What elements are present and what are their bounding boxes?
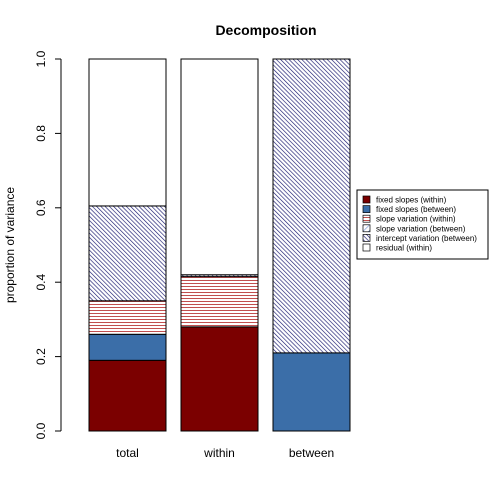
legend-swatch <box>362 214 371 223</box>
y-tick-label: 0.8 <box>34 125 48 142</box>
legend-entry: residual (within) <box>376 244 432 253</box>
category-label: total <box>116 446 139 460</box>
legend-entry: slope variation (within) <box>376 215 456 224</box>
legend-swatch <box>362 205 371 213</box>
legend-swatch <box>362 234 371 242</box>
bar-segment <box>88 359 167 432</box>
legend-box <box>356 189 489 260</box>
legend-swatch <box>362 195 371 204</box>
y-tick-label: 0.0 <box>34 422 48 439</box>
legend: fixed slopes (within)fixed slopes (betwe… <box>356 189 489 260</box>
y-tick-label: 0.6 <box>34 199 48 216</box>
category-label: between <box>289 446 334 460</box>
bar-segment <box>88 300 167 335</box>
bar-segment <box>88 333 167 361</box>
legend-swatch <box>362 224 371 233</box>
bar-segment <box>88 58 167 207</box>
category-label: within <box>203 446 235 460</box>
bar-segment <box>180 326 259 432</box>
y-axis-label: proportion of variance <box>3 187 17 303</box>
legend-entry: slope variation (between) <box>376 224 466 233</box>
bar-segment <box>88 205 167 302</box>
legend-entry: intercept variation (between) <box>376 234 477 243</box>
legend-entry: fixed slopes (between) <box>376 205 456 214</box>
bar-segment <box>180 276 259 328</box>
y-axis: 0.0 0.2 0.4 0.6 0.8 1.0 <box>34 50 62 439</box>
legend-swatch <box>362 243 371 252</box>
legend-entry: fixed slopes (within) <box>376 196 447 205</box>
bars <box>88 58 351 432</box>
y-tick-label: 1.0 <box>34 50 48 67</box>
chart-title: Decomposition <box>215 22 316 38</box>
y-tick-label: 0.2 <box>34 348 48 365</box>
bar-segment <box>180 58 259 276</box>
bar-segment <box>272 352 351 432</box>
y-tick-label: 0.4 <box>34 274 48 291</box>
category-labels: total within between <box>116 446 334 460</box>
bar-segment <box>272 58 351 354</box>
